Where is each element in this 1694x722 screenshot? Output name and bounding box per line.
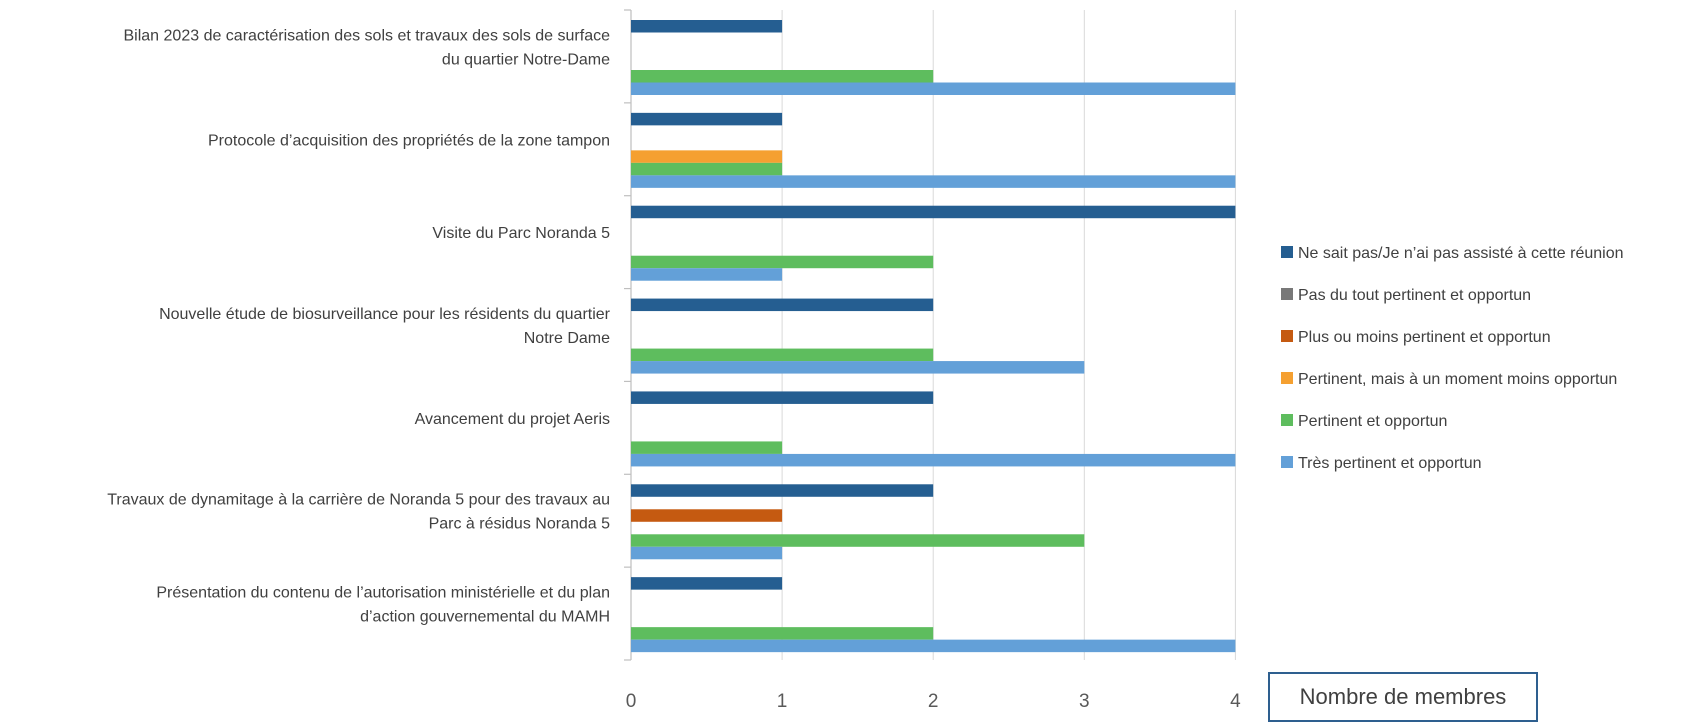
legend-entry: Pertinent, mais à un moment moins opport…	[1298, 371, 1617, 388]
bar	[631, 509, 783, 522]
category-label: d’action gouvernemental du MAMH	[360, 609, 610, 626]
legend-swatch	[1281, 414, 1293, 426]
bar	[631, 391, 934, 404]
legend-swatch	[1281, 456, 1293, 468]
bar	[631, 205, 1236, 219]
bar	[631, 70, 934, 83]
bar	[631, 534, 1085, 547]
category-label: Nouvelle étude de biosurveillance pour l…	[159, 306, 611, 323]
bar	[631, 348, 934, 362]
x-axis-title: Nombre de membres	[1268, 672, 1538, 722]
legend-entry: Très pertinent et opportun	[1298, 455, 1482, 472]
bar	[631, 484, 934, 497]
bar	[631, 298, 934, 312]
bar	[631, 175, 1236, 188]
category-label: Visite du Parc Noranda 5	[432, 225, 610, 242]
legend-swatch	[1281, 330, 1293, 342]
bars	[631, 20, 1236, 653]
category-labels: Bilan 2023 de caractérisation des sols e…	[107, 27, 610, 625]
bar	[631, 255, 934, 269]
x-tick-label: 3	[1079, 691, 1090, 712]
bar	[631, 268, 783, 281]
bar	[631, 150, 783, 163]
category-label: Parc à résidus Noranda 5	[429, 516, 611, 533]
legend-entry: Plus ou moins pertinent et opportun	[1298, 329, 1551, 346]
legend: Ne sait pas/Je n’ai pas assisté à cette …	[1281, 245, 1624, 472]
x-tick-label: 4	[1230, 691, 1241, 712]
bar	[631, 639, 1236, 653]
bar	[631, 577, 783, 590]
bar	[631, 20, 783, 33]
x-tick-label: 0	[626, 691, 637, 712]
gridlines	[624, 9, 1236, 661]
legend-swatch	[1281, 288, 1293, 300]
legend-swatch	[1281, 246, 1293, 258]
category-label: Avancement du projet Aeris	[415, 411, 610, 428]
legend-entry: Pertinent et opportun	[1298, 413, 1447, 430]
bar	[631, 82, 1236, 95]
x-tick-labels: 0 1 2 3 4	[626, 691, 1241, 712]
bar	[631, 162, 783, 176]
legend-swatch	[1281, 372, 1293, 384]
x-tick-label: 2	[928, 691, 939, 712]
bar	[631, 627, 934, 640]
legend-entry: Pas du tout pertinent et opportun	[1298, 287, 1531, 304]
bar	[631, 453, 1236, 467]
bar	[631, 546, 783, 560]
category-label: Bilan 2023 de caractérisation des sols e…	[124, 27, 611, 44]
bar	[631, 441, 783, 454]
bar	[631, 112, 783, 126]
category-label: Présentation du contenu de l’autorisatio…	[156, 585, 610, 602]
category-label: Protocole d’acquisition des propriétés d…	[208, 132, 610, 149]
legend-entry: Ne sait pas/Je n’ai pas assisté à cette …	[1298, 245, 1624, 262]
category-label: du quartier Notre-Dame	[442, 51, 610, 68]
category-label: Travaux de dynamitage à la carrière de N…	[107, 492, 610, 509]
x-tick-label: 1	[777, 691, 788, 712]
category-label: Notre Dame	[524, 330, 610, 347]
bar	[631, 361, 1085, 374]
